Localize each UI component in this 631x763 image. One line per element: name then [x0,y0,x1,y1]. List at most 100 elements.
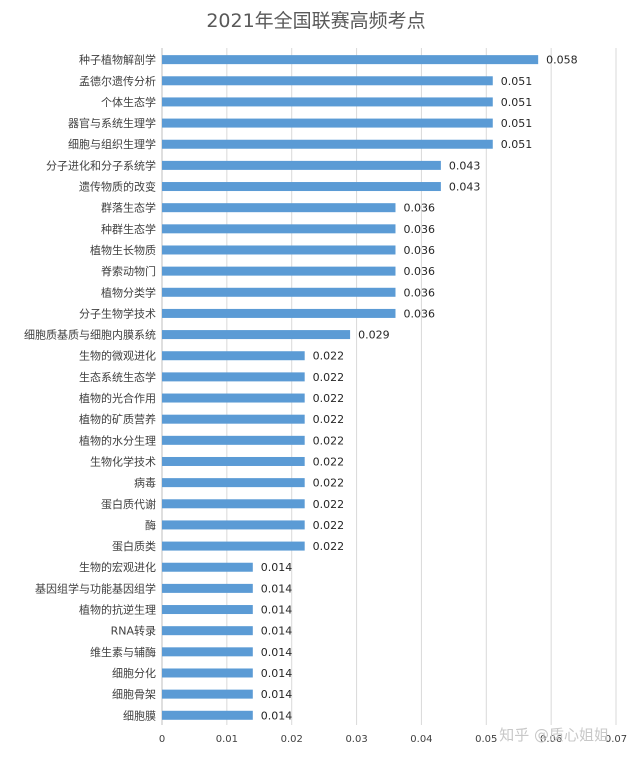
category-label: 群落生态学 [101,201,156,215]
category-label: 细胞质基质与细胞内膜系统 [24,328,156,342]
data-label: 0.014 [261,688,293,701]
bar [162,478,305,488]
data-label: 0.014 [261,646,293,659]
category-label: 基因组学与功能基因组学 [35,581,156,595]
data-label: 0.036 [403,223,435,236]
data-label: 0.029 [358,329,390,342]
category-label: 生态系统生态学 [79,370,156,384]
data-label: 0.051 [501,117,533,130]
bar [162,372,305,382]
category-labels: 种子植物解剖学孟德尔遗传分析个体生态学器官与系统生理学细胞与组织生理学分子进化和… [24,53,156,723]
data-label: 0.051 [501,96,533,109]
category-label: 植物的矿质营养 [79,412,156,426]
category-label: 酶 [145,519,156,532]
category-label: 植物分类学 [101,285,156,299]
category-label: 植物的光合作用 [79,391,156,405]
category-label: 细胞骨架 [112,688,156,701]
category-label: 维生素与辅酶 [90,645,156,659]
category-label: 植物生长物质 [90,243,156,257]
category-label: 细胞分化 [112,666,156,680]
data-label: 0.022 [313,434,345,447]
bar [162,668,253,678]
data-label: 0.043 [449,181,481,194]
data-label: 0.014 [261,667,293,680]
x-tick-label: 0.04 [410,734,432,745]
bar [162,689,253,699]
category-label: 植物的抗逆生理 [79,603,156,617]
x-tick-label: 0.03 [345,734,367,745]
bar [162,308,396,318]
category-label: 生物化学技术 [90,454,156,468]
x-tick-label: 0.07 [605,734,627,745]
bar [162,520,305,530]
bar [162,351,305,361]
watermark: 知乎 @质心姐姐 [499,726,609,744]
bar [162,55,539,65]
category-label: 遗传物质的改变 [79,180,156,194]
bar [162,76,493,86]
bar [162,583,253,593]
data-labels: 0.058 0.051 0.051 0.051 0.051 0.043 0.043 0.036… [261,54,578,723]
bar [162,605,253,615]
x-axis-ticks: 0 0.01 0.02 0.03 0.04 0.05 0.06 0.07 [159,734,627,745]
bar [162,330,351,340]
bars [162,55,539,720]
bar [162,435,305,445]
data-label: 0.051 [501,75,533,88]
category-label: 生物的宏观进化 [79,560,156,574]
data-label: 0.014 [261,604,293,617]
category-label: 蛋白质类 [112,539,156,553]
category-label: RNA转录 [111,624,156,638]
data-label: 0.036 [403,286,435,299]
category-label: 器官与系统生理学 [68,116,156,130]
category-label: 蛋白质代谢 [101,497,156,511]
data-label: 0.022 [313,519,345,532]
x-tick-label: 0 [159,734,165,745]
data-label: 0.022 [313,413,345,426]
category-label: 植物的水分生理 [79,433,156,447]
bar [162,118,493,128]
bar [162,266,396,276]
bar [162,626,253,636]
data-label: 0.014 [261,625,293,638]
bar [162,647,253,657]
bar [162,160,441,170]
data-label: 0.036 [403,202,435,215]
bar [162,139,493,149]
data-label: 0.014 [261,709,293,722]
data-label: 0.022 [313,371,345,384]
data-label: 0.022 [313,455,345,468]
x-tick-label: 0.06 [540,734,562,745]
x-tick-label: 0.05 [475,734,497,745]
data-label: 0.051 [501,138,533,151]
bar [162,393,305,403]
data-label: 0.043 [449,159,481,172]
bar [162,203,396,213]
data-label: 0.022 [313,392,345,405]
bar [162,562,253,572]
bar [162,224,396,234]
gridlines [161,48,617,725]
bar [162,499,305,509]
bar [162,97,493,107]
category-label: 个体生态学 [101,95,156,109]
bar [162,287,396,297]
data-label: 0.014 [261,561,293,574]
data-label: 0.022 [313,350,345,363]
x-tick-label: 0.01 [216,734,238,745]
data-label: 0.022 [313,498,345,511]
bar [162,541,305,551]
data-label: 0.022 [313,477,345,490]
category-label: 分子生物学技术 [79,306,156,320]
bar [162,414,305,424]
data-label: 0.036 [403,244,435,257]
chart-title: 2021年全国联赛高频考点 [206,10,425,32]
category-label: 生物的微观进化 [79,349,156,363]
data-label: 0.022 [313,540,345,553]
data-label: 0.036 [403,307,435,320]
category-label: 孟德尔遗传分析 [79,74,156,88]
bar [162,456,305,466]
category-label: 种子植物解剖学 [79,53,156,67]
